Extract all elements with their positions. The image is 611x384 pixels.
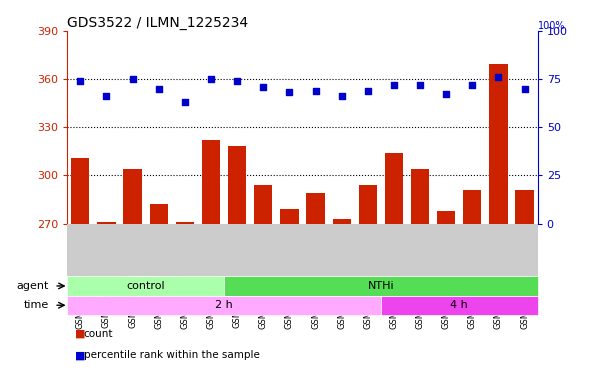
Point [415, 82, 425, 88]
Point [101, 93, 111, 99]
Text: 2 h: 2 h [215, 300, 233, 310]
Point [389, 82, 399, 88]
Point [75, 78, 85, 84]
Bar [516, 190, 534, 223]
Point [180, 99, 189, 105]
Bar [254, 185, 273, 223]
Point [128, 76, 137, 82]
Bar [202, 140, 220, 223]
Bar [381, 296, 538, 315]
Bar [97, 222, 115, 223]
Point [441, 91, 451, 98]
Bar [67, 276, 224, 296]
Text: GDS3522 / ILMN_1225234: GDS3522 / ILMN_1225234 [67, 16, 248, 30]
Text: 100%: 100% [538, 21, 565, 31]
Bar [123, 169, 142, 223]
Text: NTHi: NTHi [368, 281, 394, 291]
Text: control: control [126, 281, 165, 291]
Text: ■: ■ [75, 329, 85, 339]
Text: 4 h: 4 h [450, 300, 468, 310]
Bar [332, 219, 351, 223]
Text: time: time [24, 300, 49, 310]
Point [337, 93, 346, 99]
Point [232, 78, 242, 84]
Text: ■: ■ [75, 350, 85, 360]
Bar [437, 211, 455, 223]
Point [285, 89, 295, 96]
Point [310, 88, 320, 94]
Bar [67, 296, 381, 315]
Bar [71, 158, 89, 223]
Point [154, 86, 164, 92]
Bar [411, 169, 429, 223]
Bar [463, 190, 481, 223]
Bar [306, 193, 324, 223]
Text: percentile rank within the sample: percentile rank within the sample [84, 350, 260, 360]
Point [467, 82, 477, 88]
Point [206, 76, 216, 82]
Bar [176, 222, 194, 223]
Bar [385, 153, 403, 223]
Text: count: count [84, 329, 113, 339]
Bar [280, 209, 299, 223]
Bar [150, 204, 168, 223]
Bar [224, 276, 538, 296]
Point [494, 74, 503, 80]
Bar [228, 146, 246, 223]
Text: agent: agent [16, 281, 49, 291]
Point [520, 86, 530, 92]
Bar [359, 185, 377, 223]
Bar [489, 65, 508, 223]
Point [258, 84, 268, 90]
Point [363, 88, 373, 94]
